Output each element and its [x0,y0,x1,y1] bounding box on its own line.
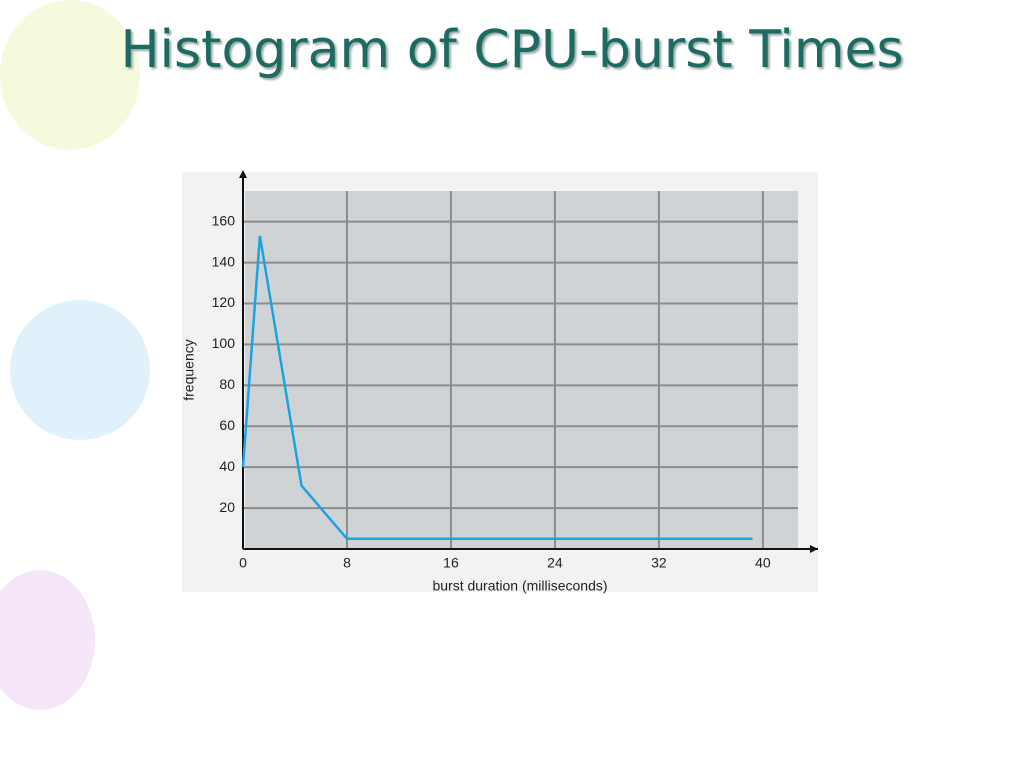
plot-area [245,191,798,549]
y-tick-label: 20 [219,499,235,515]
x-tick-label: 32 [651,555,667,571]
x-tick-label: 8 [343,555,351,571]
y-tick-label: 160 [212,212,236,228]
x-tick-label: 0 [239,555,247,571]
y-axis-arrow [239,170,247,178]
balloon [0,570,95,710]
y-tick-label: 120 [212,294,236,310]
y-tick-label: 40 [219,458,235,474]
x-tick-label: 24 [547,555,563,571]
y-tick-label: 140 [212,253,236,269]
y-tick-label: 60 [219,417,235,433]
y-tick-label: 100 [212,335,236,351]
x-axis-label: burst duration (milliseconds) [432,578,607,594]
data-line [241,235,753,541]
y-axis-label: frequency [181,339,197,400]
x-tick-label: 40 [755,555,771,571]
background-balloons [0,0,150,710]
balloon [10,300,150,440]
balloon [0,0,140,150]
x-axis-arrow [810,545,818,553]
x-tick-label: 16 [443,555,459,571]
slide-title: Histogram of CPU-burst Times [120,20,904,80]
y-tick-label: 80 [219,376,235,392]
